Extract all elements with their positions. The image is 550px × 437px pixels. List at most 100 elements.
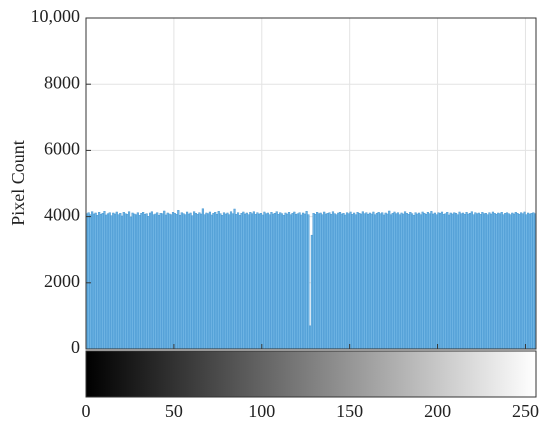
bar xyxy=(300,214,303,350)
bar xyxy=(120,215,124,350)
bar xyxy=(89,214,92,350)
bar xyxy=(433,212,437,350)
bar xyxy=(236,212,240,350)
bar xyxy=(106,213,110,350)
bar xyxy=(272,213,275,350)
bar xyxy=(507,213,510,350)
bar xyxy=(483,213,486,350)
bar xyxy=(402,213,405,350)
bar xyxy=(370,213,373,350)
bar xyxy=(200,213,203,350)
bar xyxy=(338,212,342,350)
bar xyxy=(386,213,389,350)
y-tick-label: 2000 xyxy=(44,271,80,291)
bar xyxy=(173,213,176,350)
bar xyxy=(294,214,298,350)
bar xyxy=(389,214,393,350)
bar xyxy=(157,215,161,350)
bar xyxy=(351,214,354,350)
bar xyxy=(191,215,194,350)
bar xyxy=(168,213,171,350)
bar xyxy=(312,213,315,350)
bar xyxy=(430,211,433,350)
x-tick-label: 150 xyxy=(336,401,363,421)
bar xyxy=(212,213,215,350)
bar xyxy=(516,213,519,350)
bar xyxy=(395,213,398,350)
bar xyxy=(277,214,280,350)
bar xyxy=(512,213,516,350)
bar xyxy=(407,214,410,350)
bar xyxy=(275,211,278,350)
bar xyxy=(203,214,206,350)
bar xyxy=(451,213,454,350)
y-tick-label: 0 xyxy=(71,337,80,357)
bar xyxy=(305,211,308,350)
bar xyxy=(265,213,268,350)
bar xyxy=(446,212,449,350)
bar xyxy=(405,213,408,350)
bar xyxy=(530,213,533,350)
bar xyxy=(527,212,530,350)
bar xyxy=(242,211,245,350)
bar xyxy=(138,215,141,350)
bar xyxy=(152,214,155,350)
bar xyxy=(418,212,421,350)
bar xyxy=(426,212,429,350)
bar xyxy=(458,211,461,350)
bar xyxy=(398,214,401,350)
bar xyxy=(358,213,361,350)
bar xyxy=(208,211,212,350)
bar xyxy=(284,212,287,350)
bar xyxy=(360,213,363,350)
bar xyxy=(210,214,213,350)
bar xyxy=(442,214,445,350)
bar xyxy=(484,213,487,350)
bar xyxy=(222,212,226,350)
bar xyxy=(472,214,475,350)
bar xyxy=(131,212,134,350)
bar xyxy=(194,213,197,350)
x-tick-label: 200 xyxy=(424,401,451,421)
bar xyxy=(317,213,320,350)
bar xyxy=(133,213,136,350)
bar xyxy=(185,211,189,350)
bar xyxy=(154,213,157,350)
bar xyxy=(180,212,183,350)
bar xyxy=(254,214,257,350)
bar xyxy=(263,211,266,350)
bar xyxy=(99,214,103,350)
bar xyxy=(268,214,271,350)
bar xyxy=(528,213,531,350)
bar xyxy=(410,213,414,350)
bar xyxy=(470,211,473,350)
bar xyxy=(403,211,407,350)
bar xyxy=(282,215,285,350)
bar xyxy=(476,213,479,350)
bar xyxy=(161,213,164,350)
bar xyxy=(363,213,366,350)
bar xyxy=(249,212,252,350)
bar xyxy=(435,214,438,350)
bar xyxy=(372,211,375,350)
bar xyxy=(324,213,328,350)
bar xyxy=(423,213,426,350)
bar xyxy=(247,214,250,350)
bar xyxy=(532,212,535,350)
bar xyxy=(303,213,306,350)
bar xyxy=(500,212,503,350)
bar xyxy=(113,213,117,350)
bar xyxy=(340,213,343,350)
bar xyxy=(437,212,440,350)
bar xyxy=(91,211,94,350)
bar xyxy=(189,212,192,350)
bar xyxy=(375,213,378,350)
bar xyxy=(474,212,477,350)
bar xyxy=(110,215,113,350)
bar xyxy=(367,214,370,350)
x-tick-label: 100 xyxy=(248,401,275,421)
bar xyxy=(504,213,507,350)
x-tick-label: 0 xyxy=(82,401,91,421)
bar xyxy=(347,213,350,350)
bar xyxy=(198,212,201,350)
